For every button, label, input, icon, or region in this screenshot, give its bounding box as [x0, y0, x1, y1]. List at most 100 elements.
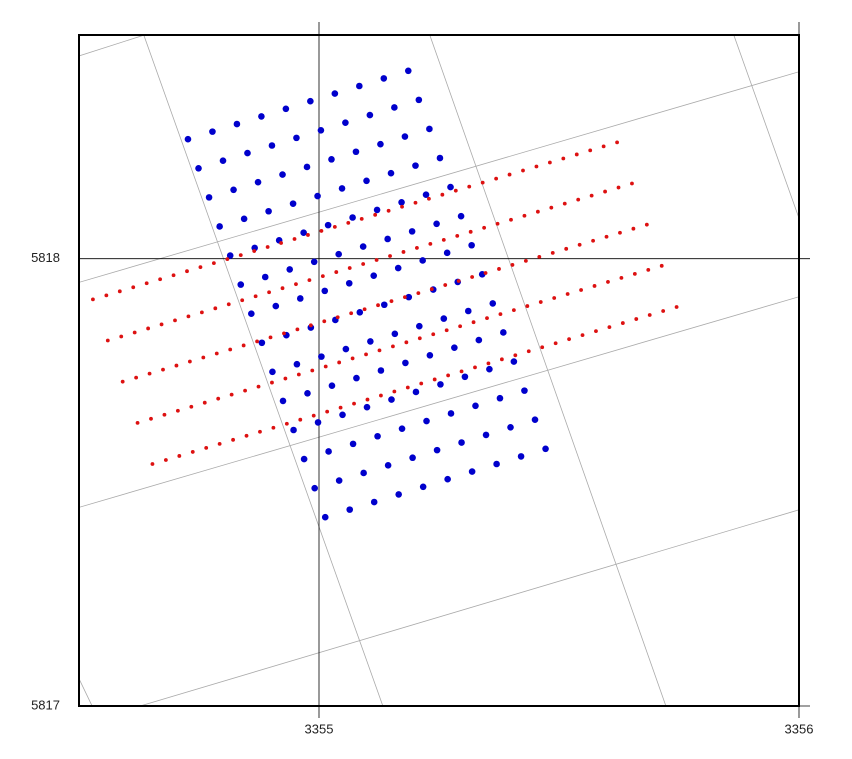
point — [359, 243, 367, 250]
point — [334, 270, 339, 274]
point — [209, 128, 216, 135]
point — [437, 381, 444, 388]
point — [293, 134, 300, 142]
point — [615, 140, 619, 145]
point — [429, 287, 434, 291]
point — [384, 462, 392, 469]
point — [480, 180, 485, 185]
point — [356, 82, 363, 90]
graticule-line — [79, 71, 799, 283]
graticule-line — [429, 35, 667, 706]
point — [426, 125, 433, 133]
point — [384, 235, 391, 243]
point — [328, 382, 336, 390]
point — [391, 344, 395, 349]
point — [549, 205, 554, 210]
point — [240, 298, 245, 303]
point — [373, 212, 378, 217]
point — [388, 396, 395, 403]
point — [104, 293, 109, 298]
point — [644, 222, 649, 227]
point — [523, 259, 528, 263]
point — [444, 328, 449, 333]
point — [268, 335, 273, 340]
point — [91, 297, 95, 302]
point — [521, 387, 528, 394]
point — [499, 357, 504, 362]
point — [574, 152, 579, 157]
point — [631, 226, 636, 231]
point — [265, 245, 270, 249]
point — [318, 353, 325, 360]
graticule-line — [733, 35, 799, 220]
point — [190, 450, 195, 454]
point — [398, 199, 405, 206]
point — [198, 265, 203, 270]
point — [211, 261, 216, 266]
point — [282, 105, 290, 113]
point — [419, 381, 424, 386]
point — [177, 454, 182, 458]
point — [550, 250, 555, 255]
point — [419, 257, 426, 264]
point — [374, 432, 381, 440]
point — [286, 266, 294, 273]
point — [470, 275, 475, 279]
point — [284, 421, 289, 426]
point — [511, 308, 516, 313]
point — [443, 249, 451, 257]
point — [507, 172, 512, 177]
point — [150, 462, 155, 466]
point — [401, 250, 406, 254]
point — [342, 119, 349, 126]
point — [634, 317, 639, 321]
point — [279, 171, 286, 178]
point — [349, 214, 356, 221]
point — [579, 288, 583, 292]
tick-labels: 3355 3356 5817 5818 — [31, 250, 813, 736]
point — [332, 225, 337, 229]
point — [311, 413, 316, 418]
point — [310, 368, 315, 373]
point — [458, 439, 465, 446]
point — [370, 272, 378, 279]
point — [417, 336, 422, 341]
point — [352, 148, 360, 156]
point — [230, 186, 237, 194]
point — [253, 294, 258, 299]
point — [171, 273, 176, 278]
point — [187, 359, 192, 364]
point — [268, 142, 276, 149]
point — [500, 329, 507, 336]
point — [432, 377, 437, 382]
point — [225, 257, 230, 262]
point — [377, 367, 385, 374]
point — [184, 135, 192, 143]
point — [580, 333, 585, 338]
point — [363, 177, 370, 185]
point — [552, 296, 557, 300]
point — [204, 445, 209, 450]
point — [616, 185, 621, 190]
point — [243, 388, 247, 393]
point — [467, 184, 472, 189]
point — [436, 154, 444, 162]
point — [132, 330, 137, 335]
point — [255, 339, 259, 344]
point — [433, 220, 440, 228]
point — [373, 206, 381, 214]
point — [328, 156, 335, 163]
point — [117, 289, 122, 294]
point — [646, 267, 651, 272]
point — [377, 348, 382, 353]
x-tick-label: 3355 — [305, 721, 334, 736]
point — [510, 358, 518, 365]
point — [577, 242, 582, 247]
point — [620, 321, 625, 325]
point — [338, 185, 346, 192]
point — [415, 96, 423, 104]
point — [485, 316, 489, 321]
point — [186, 314, 191, 319]
point — [231, 437, 235, 442]
point — [356, 309, 364, 316]
